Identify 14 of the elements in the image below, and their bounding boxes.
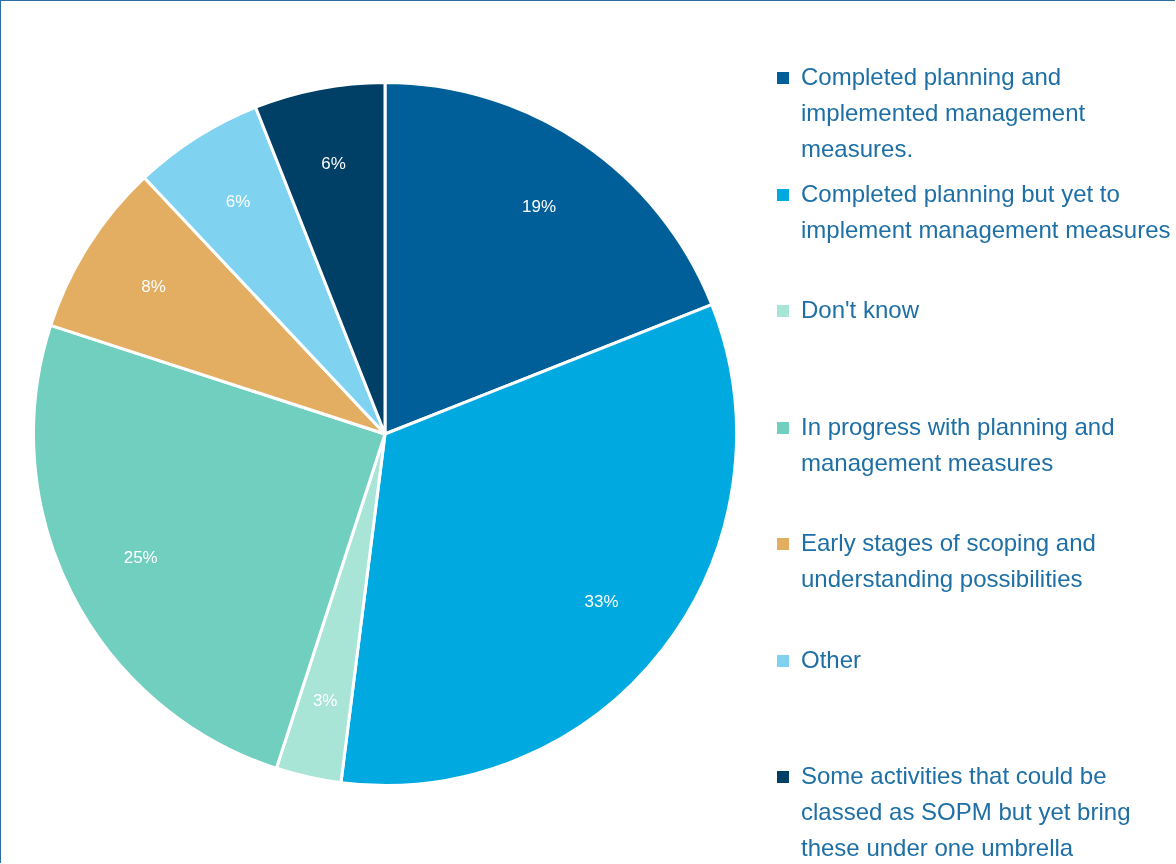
legend-label: Early stages of scoping and understanding possibilities xyxy=(801,529,1096,592)
legend-label: In progress with planning and management measures xyxy=(801,412,1115,476)
data-label: 33% xyxy=(584,591,619,611)
data-label: 19% xyxy=(522,196,557,216)
data-label: 8% xyxy=(141,276,166,296)
legend-label: Completed planning and implemented management measures. xyxy=(801,63,1086,162)
legend-label: Some activities that could be classed as SOPM but yet bring these under one umbrella xyxy=(801,762,1131,861)
legend-label: Completed planning but yet to implement management measures xyxy=(801,179,1171,243)
data-label: 25% xyxy=(123,548,158,568)
legend-label: Other xyxy=(801,645,862,673)
data-label: 6% xyxy=(321,154,346,174)
data-label: 6% xyxy=(225,192,251,212)
data-label: 3% xyxy=(312,691,338,711)
legend-label: Don't know xyxy=(801,296,919,323)
